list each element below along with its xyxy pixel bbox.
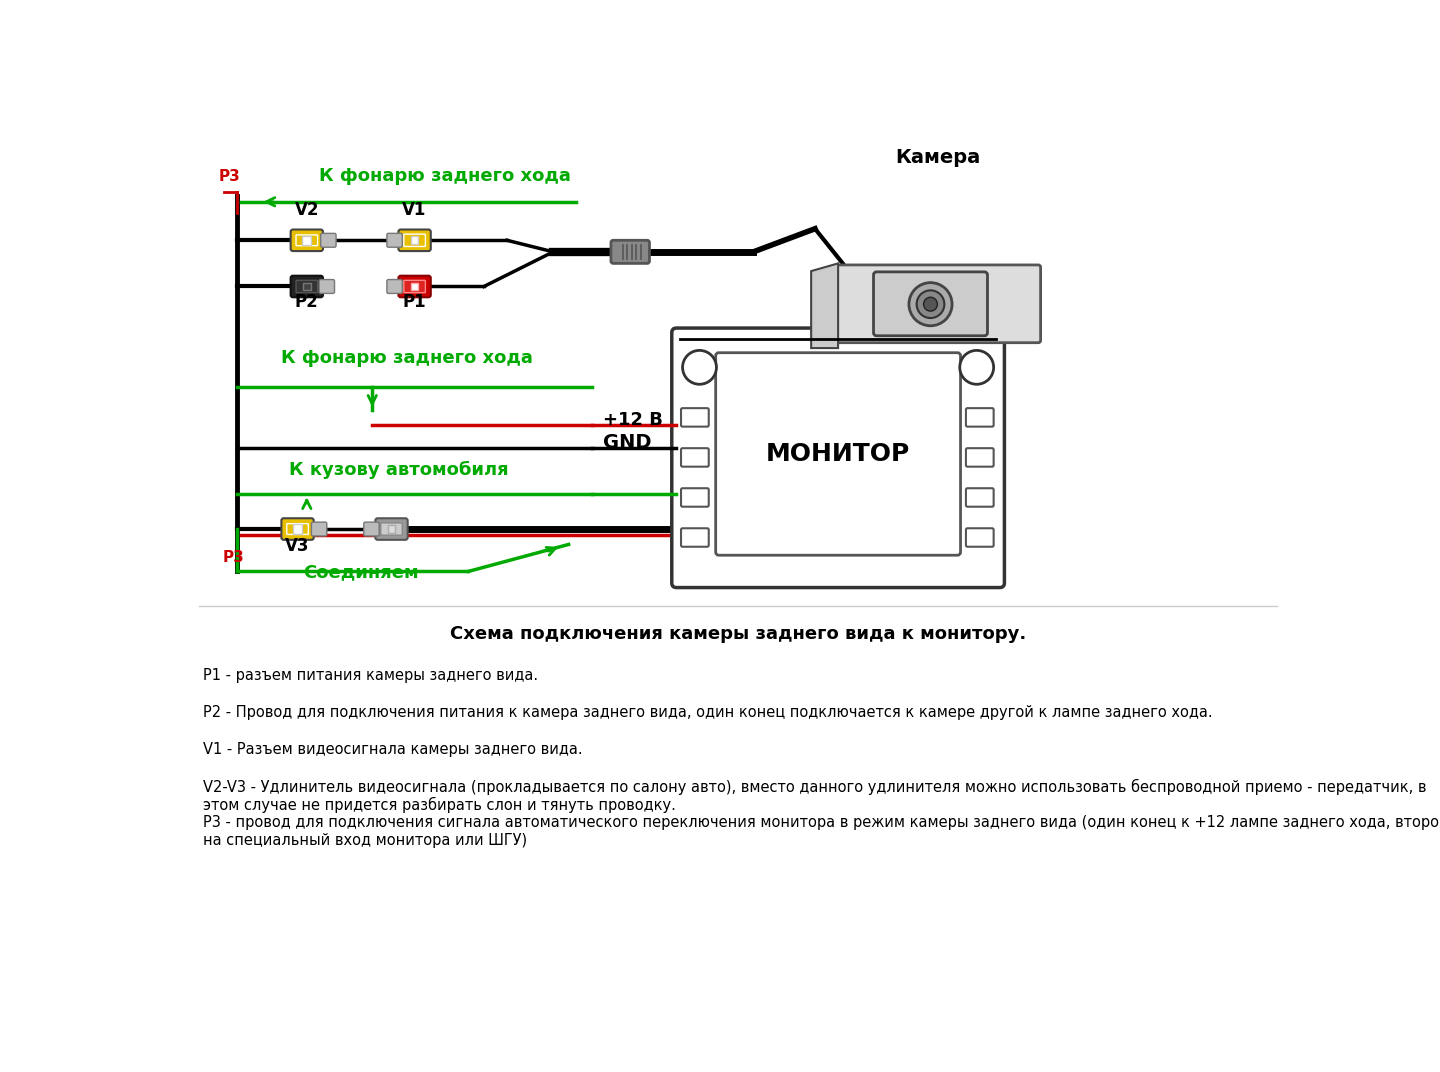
FancyBboxPatch shape [291, 229, 323, 251]
FancyBboxPatch shape [716, 353, 960, 555]
Text: GND: GND [603, 433, 652, 452]
Text: V2: V2 [295, 200, 320, 219]
FancyBboxPatch shape [611, 240, 649, 264]
FancyBboxPatch shape [835, 265, 1041, 343]
Text: V1 - Разъем видеосигнала камеры заднего вида.: V1 - Разъем видеосигнала камеры заднего … [203, 742, 582, 757]
Bar [302, 283, 311, 291]
Text: Схема подключения камеры заднего вида к монитору.: Схема подключения камеры заднего вида к … [449, 625, 1027, 643]
FancyBboxPatch shape [681, 448, 708, 466]
Text: Соединяем: Соединяем [302, 564, 419, 581]
Text: P3: P3 [223, 550, 245, 565]
Text: МОНИТОР: МОНИТОР [766, 442, 910, 466]
FancyBboxPatch shape [364, 522, 379, 536]
FancyBboxPatch shape [681, 488, 708, 507]
FancyBboxPatch shape [291, 276, 323, 297]
Bar [302, 236, 311, 244]
Circle shape [683, 351, 717, 384]
Bar [292, 524, 302, 534]
FancyBboxPatch shape [966, 448, 994, 466]
FancyBboxPatch shape [672, 328, 1005, 587]
Circle shape [959, 351, 994, 384]
FancyBboxPatch shape [399, 229, 431, 251]
Circle shape [917, 291, 945, 318]
FancyBboxPatch shape [387, 234, 402, 248]
FancyBboxPatch shape [320, 280, 334, 294]
Text: +12 В: +12 В [603, 411, 664, 429]
FancyBboxPatch shape [321, 234, 336, 248]
FancyBboxPatch shape [403, 281, 425, 293]
FancyBboxPatch shape [966, 488, 994, 507]
FancyBboxPatch shape [966, 408, 994, 427]
Bar [387, 525, 396, 533]
FancyBboxPatch shape [399, 276, 431, 297]
FancyBboxPatch shape [387, 280, 402, 294]
Text: К фонарю заднего хода: К фонарю заднего хода [281, 349, 533, 368]
Text: К кузову автомобиля: К кузову автомобиля [289, 461, 508, 479]
Text: V1: V1 [402, 200, 426, 219]
FancyBboxPatch shape [966, 528, 994, 547]
FancyBboxPatch shape [297, 281, 318, 293]
Text: P3: P3 [219, 169, 240, 184]
Text: Камера: Камера [896, 148, 981, 167]
Circle shape [909, 283, 952, 326]
FancyBboxPatch shape [376, 518, 408, 540]
FancyBboxPatch shape [681, 408, 708, 427]
FancyBboxPatch shape [874, 272, 988, 336]
FancyBboxPatch shape [380, 523, 402, 535]
Text: P3 - провод для подключения сигнала автоматического переключения монитора в режи: P3 - провод для подключения сигнала авто… [203, 816, 1440, 848]
FancyBboxPatch shape [403, 234, 425, 247]
FancyBboxPatch shape [681, 528, 708, 547]
Text: P2: P2 [295, 294, 318, 311]
Text: К фонарю заднего хода: К фонарю заднего хода [320, 167, 572, 185]
Bar [410, 237, 419, 244]
Text: P1: P1 [403, 294, 426, 311]
FancyBboxPatch shape [311, 522, 327, 536]
FancyBboxPatch shape [297, 235, 318, 245]
Text: V3: V3 [285, 537, 310, 554]
Circle shape [923, 297, 937, 311]
Polygon shape [811, 264, 838, 348]
FancyBboxPatch shape [287, 523, 308, 535]
Text: V2-V3 - Удлинитель видеосигнала (прокладывается по салону авто), вместо данного : V2-V3 - Удлинитель видеосигнала (проклад… [203, 778, 1427, 814]
Text: P2 - Провод для подключения питания к камера заднего вида, один конец подключает: P2 - Провод для подключения питания к ка… [203, 704, 1212, 719]
Text: P1 - разъем питания камеры заднего вида.: P1 - разъем питания камеры заднего вида. [203, 668, 539, 683]
FancyBboxPatch shape [281, 518, 314, 540]
Bar [410, 283, 419, 291]
